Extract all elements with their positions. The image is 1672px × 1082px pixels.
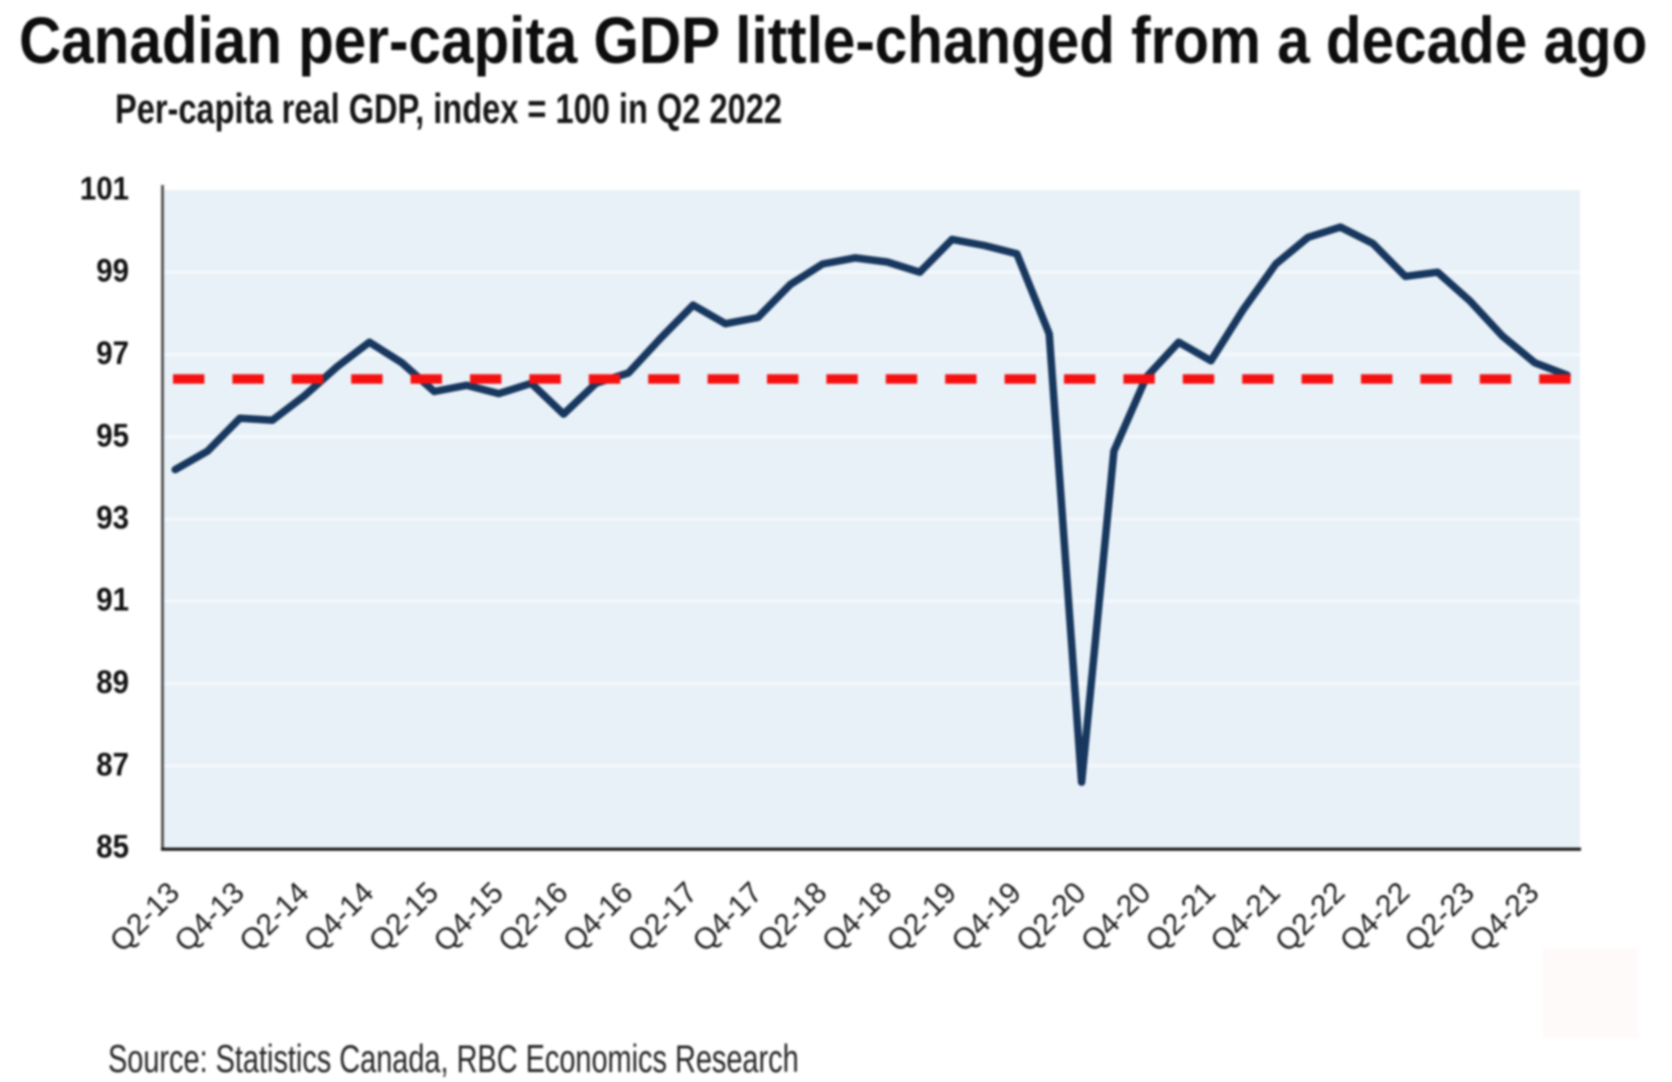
svg-text:Q4-23: Q4-23	[1463, 876, 1545, 958]
svg-text:97: 97	[96, 335, 129, 371]
svg-text:85: 85	[96, 828, 129, 864]
svg-text:Q2-13: Q2-13	[104, 876, 186, 958]
svg-text:91: 91	[96, 582, 129, 618]
svg-text:Q4-21: Q4-21	[1204, 876, 1286, 958]
svg-text:Q2-14: Q2-14	[233, 876, 315, 958]
svg-text:Q2-23: Q2-23	[1399, 876, 1481, 958]
svg-text:Q2-22: Q2-22	[1269, 876, 1351, 958]
svg-text:101: 101	[80, 170, 129, 206]
svg-text:89: 89	[96, 664, 129, 700]
svg-text:87: 87	[96, 746, 129, 782]
svg-text:99: 99	[96, 253, 129, 289]
svg-text:Q4-20: Q4-20	[1075, 876, 1157, 958]
svg-text:Q4-15: Q4-15	[428, 876, 510, 958]
svg-text:Q2-17: Q2-17	[622, 876, 704, 958]
svg-text:Q4-22: Q4-22	[1334, 876, 1416, 958]
svg-text:Q4-13: Q4-13	[169, 876, 251, 958]
svg-text:Q4-17: Q4-17	[687, 876, 769, 958]
svg-text:Q4-16: Q4-16	[557, 876, 639, 958]
svg-text:Q2-18: Q2-18	[751, 876, 833, 958]
svg-text:Q4-18: Q4-18	[816, 876, 898, 958]
svg-text:Q2-19: Q2-19	[881, 876, 963, 958]
svg-text:93: 93	[96, 499, 129, 535]
svg-text:Q2-15: Q2-15	[363, 876, 445, 958]
svg-text:Q4-14: Q4-14	[298, 876, 380, 958]
svg-text:95: 95	[96, 417, 129, 453]
svg-text:Q2-21: Q2-21	[1140, 876, 1222, 958]
svg-text:Q4-19: Q4-19	[945, 876, 1027, 958]
svg-text:Q2-20: Q2-20	[1010, 876, 1092, 958]
svg-text:Q2-16: Q2-16	[492, 876, 574, 958]
